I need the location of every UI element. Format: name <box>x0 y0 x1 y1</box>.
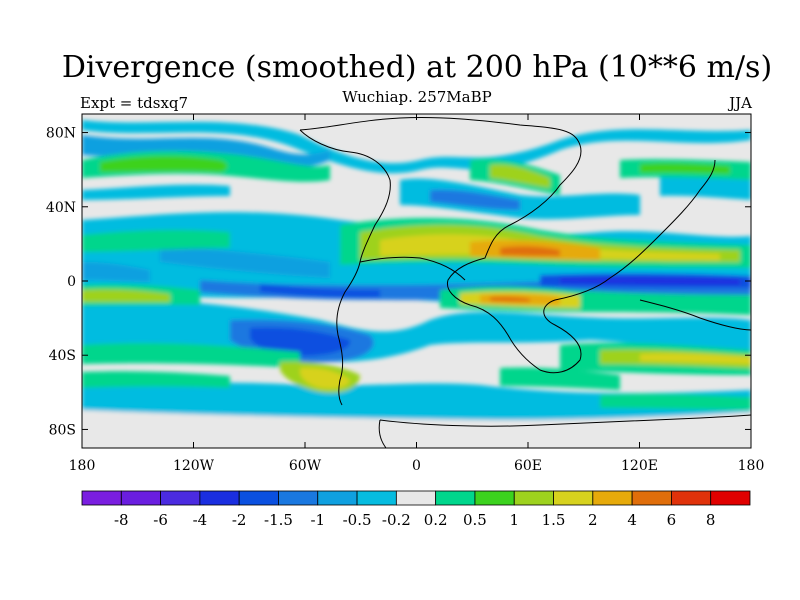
colorbar-swatch <box>671 490 712 506</box>
colorbar-label: -2 <box>232 511 247 529</box>
x-tick-label: 0 <box>412 458 421 474</box>
colorbar-label: -6 <box>153 511 168 529</box>
map-title: Divergence (smoothed) at 200 hPa (10**6 … <box>61 50 773 85</box>
x-tick-label: 120W <box>173 458 215 474</box>
colorbar-swatch <box>553 490 594 506</box>
colorbar-swatch <box>592 490 633 506</box>
colorbar-label: 1.5 <box>542 511 566 529</box>
colorbar-label: 4 <box>627 511 637 529</box>
colorbar-swatch <box>474 490 515 506</box>
y-tick-label: 80S <box>49 422 76 438</box>
colorbar-swatch <box>395 490 437 506</box>
x-tick-label: 180 <box>738 458 765 474</box>
axis-ticks: 80N 40N 0 40S 80S 180 120W 60W 0 60E 120E 180 <box>46 114 764 474</box>
colorbar: -8 -6 -4 -2 -1.5 -1 -0.5 -0.2 0.2 0.5 1 1.5 2 4 6 8 <box>81 490 751 529</box>
x-tick-label: 60E <box>514 458 542 474</box>
colorbar-swatch <box>160 490 201 506</box>
colorbar-label: 2 <box>588 511 598 529</box>
contour-field <box>82 114 751 448</box>
colorbar-label: -0.5 <box>343 511 372 529</box>
colorbar-swatch <box>631 490 672 506</box>
y-tick-label: 40S <box>49 348 76 364</box>
colorbar-label: -1.5 <box>264 511 293 529</box>
colorbar-label: -8 <box>114 511 129 529</box>
experiment-label: Expt = tdsxq7 <box>80 94 189 112</box>
colorbar-swatch <box>278 490 319 506</box>
colorbar-swatch <box>317 490 358 506</box>
map-subtitle: Wuchiap. 257MaBP <box>342 88 492 106</box>
season-label: JJA <box>729 94 752 112</box>
colorbar-label: -4 <box>193 511 208 529</box>
x-tick-label: 60W <box>289 458 322 474</box>
colorbar-label: 8 <box>706 511 716 529</box>
colorbar-label: -0.2 <box>382 511 411 529</box>
colorbar-label: 1 <box>509 511 519 529</box>
x-tick-label: 180 <box>69 458 96 474</box>
colorbar-swatch <box>199 490 240 506</box>
colorbar-label: -1 <box>310 511 325 529</box>
colorbar-label: 6 <box>667 511 677 529</box>
x-tick-label: 120E <box>621 458 658 474</box>
colorbar-swatch <box>120 490 161 506</box>
colorbar-swatch <box>710 490 751 506</box>
colorbar-label: 0.2 <box>424 511 448 529</box>
colorbar-swatch <box>513 490 554 506</box>
y-tick-label: 80N <box>46 126 76 142</box>
colorbar-swatch <box>435 490 476 506</box>
coastlines <box>299 116 751 448</box>
colorbar-swatch <box>356 490 397 506</box>
colorbar-swatch <box>238 490 279 506</box>
y-tick-label: 40N <box>46 200 76 216</box>
colorbar-label: 0.5 <box>463 511 487 529</box>
colorbar-swatch <box>81 490 122 506</box>
y-tick-label: 0 <box>67 274 76 290</box>
